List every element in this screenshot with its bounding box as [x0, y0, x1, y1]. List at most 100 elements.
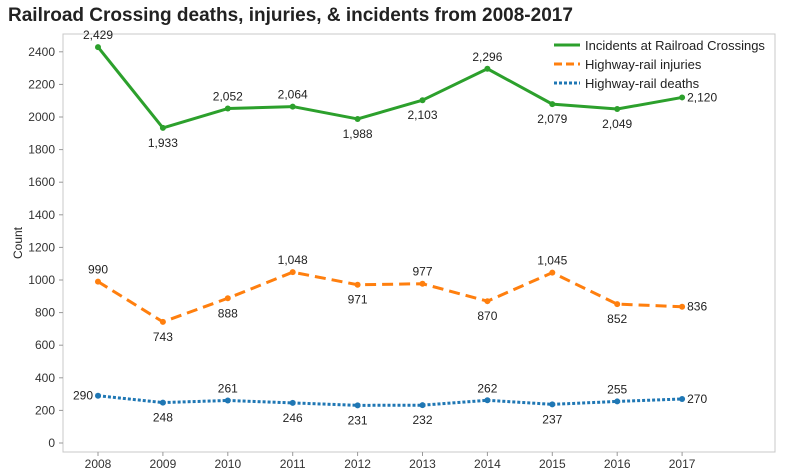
- data-label: 743: [153, 330, 173, 344]
- series-highway-rail-deaths: 290 248 261 246 231 232 262 237 255 270: [73, 381, 707, 427]
- y-tick-label: 600: [35, 338, 55, 352]
- data-label: 1,933: [148, 136, 178, 150]
- x-tick-label: 2013: [409, 457, 436, 471]
- data-label: 852: [607, 312, 627, 326]
- y-tick-label: 200: [35, 403, 55, 417]
- data-point: [549, 101, 556, 108]
- data-point: [419, 402, 426, 409]
- data-point: [159, 318, 166, 325]
- data-point: [159, 399, 166, 406]
- data-point: [354, 115, 361, 122]
- x-tick-label: 2015: [539, 457, 566, 471]
- x-tick-label: 2016: [604, 457, 631, 471]
- y-tick-label: 1400: [28, 208, 55, 222]
- chart-title: Railroad Crossing deaths, injuries, & in…: [8, 5, 573, 26]
- data-label: 836: [687, 300, 707, 314]
- data-label: 2,429: [83, 28, 113, 42]
- y-tick-label: 2000: [28, 110, 55, 124]
- data-point: [419, 280, 426, 287]
- y-tick-label: 1800: [28, 143, 55, 157]
- data-point: [549, 401, 556, 408]
- legend-label: Highway-rail deaths: [585, 76, 700, 91]
- data-point: [224, 295, 231, 302]
- data-point: [354, 402, 361, 409]
- data-label: 2,049: [602, 117, 632, 131]
- data-point: [484, 397, 491, 404]
- data-point: [95, 278, 101, 285]
- y-tick-label: 800: [35, 306, 55, 320]
- data-label: 270: [687, 392, 707, 406]
- data-label: 990: [88, 263, 108, 277]
- x-tick-label: 2014: [474, 457, 501, 471]
- data-point: [95, 392, 101, 399]
- x-tick-label: 2012: [344, 457, 371, 471]
- legend: Incidents at Railroad Crossings Highway-r…: [554, 38, 765, 91]
- x-tick-label: 2009: [150, 457, 177, 471]
- x-tick-label: 2017: [669, 457, 696, 471]
- series-line: [97, 394, 683, 407]
- data-point: [679, 94, 686, 101]
- data-label: 977: [412, 265, 432, 279]
- data-point: [419, 97, 426, 104]
- data-label: 888: [218, 306, 238, 320]
- data-label: 2,079: [537, 112, 567, 126]
- data-label: 232: [412, 413, 432, 427]
- plot-frame: [62, 33, 776, 453]
- data-point: [484, 298, 491, 305]
- data-point: [289, 399, 296, 406]
- data-point: [484, 65, 491, 72]
- data-point: [614, 106, 621, 113]
- legend-label: Incidents at Railroad Crossings: [585, 38, 765, 53]
- x-tick-label: 2010: [214, 457, 241, 471]
- data-label: 262: [477, 381, 497, 395]
- data-label: 231: [348, 413, 368, 427]
- y-tick-label: 0: [48, 436, 55, 450]
- data-label: 2,052: [213, 90, 243, 104]
- x-axis: 2008 2009 2010 2011 2012 2013 2014 2015 2016 2017: [85, 452, 696, 471]
- legend-label: Highway-rail injuries: [585, 57, 702, 72]
- data-point: [289, 103, 296, 110]
- data-label: 255: [607, 382, 627, 396]
- data-label: 2,120: [687, 90, 717, 104]
- data-point: [159, 124, 166, 131]
- data-label: 971: [348, 293, 368, 307]
- x-tick-label: 2011: [280, 457, 306, 471]
- data-point: [224, 105, 231, 112]
- data-label: 237: [542, 412, 562, 426]
- data-label: 248: [153, 411, 173, 425]
- data-label: 246: [283, 411, 303, 425]
- series-layer: 2,429 1,933 2,052 2,064 1,988 2,103 2,296 2,079…: [73, 28, 717, 427]
- data-point: [679, 395, 686, 402]
- y-tick-label: 1200: [28, 240, 55, 254]
- series-incidents-at-railroad-crossings: 2,429 1,933 2,052 2,064 1,988 2,103 2,296 2,079…: [83, 28, 717, 150]
- data-label: 2,296: [472, 50, 502, 64]
- data-label: 2,103: [407, 108, 437, 122]
- data-label: 1,988: [343, 127, 373, 141]
- x-tick-label: 2008: [85, 457, 112, 471]
- y-tick-label: 1600: [28, 175, 55, 189]
- data-label: 2,064: [278, 88, 308, 102]
- data-label: 870: [477, 309, 497, 323]
- data-label: 290: [73, 389, 93, 403]
- y-tick-label: 2400: [28, 45, 55, 59]
- data-label: 1,048: [278, 253, 308, 267]
- y-tick-label: 1000: [28, 273, 55, 287]
- data-point: [614, 398, 621, 405]
- y-tick-label: 2200: [28, 77, 55, 91]
- data-point: [614, 301, 621, 308]
- data-point: [95, 44, 101, 51]
- y-tick-label: 400: [35, 371, 55, 385]
- y-axis: 0 200 400 600 800 1000 1200 1400 1600 1800 2000 220…: [28, 45, 63, 450]
- series-line: [96, 46, 683, 130]
- data-point: [549, 269, 556, 276]
- data-point: [354, 281, 361, 288]
- data-point: [224, 397, 231, 404]
- series-highway-rail-injuries: 990 743 888 1,048 971 977 870 1,045 852 836: [88, 253, 707, 344]
- data-point: [289, 269, 296, 276]
- series-line: [97, 270, 683, 324]
- data-point: [679, 303, 686, 310]
- data-label: 1,045: [537, 254, 567, 268]
- y-axis-title: Count: [11, 226, 25, 259]
- data-label: 261: [218, 381, 238, 395]
